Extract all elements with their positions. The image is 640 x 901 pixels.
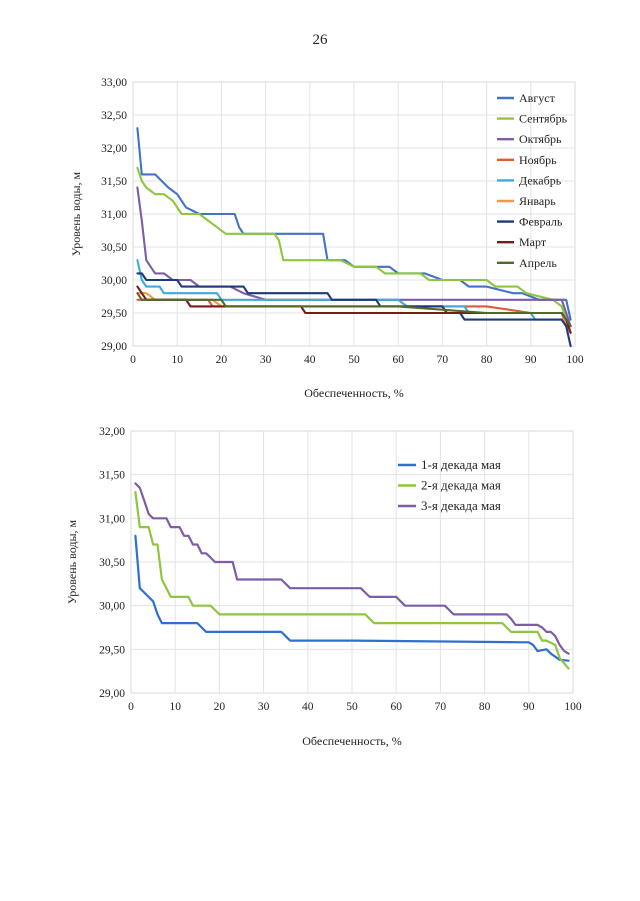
- x-tick-label: 20: [214, 701, 226, 713]
- x-tick-label: 50: [346, 701, 358, 713]
- x-tick-label: 40: [302, 701, 314, 713]
- y-tick-label: 30,50: [99, 557, 125, 569]
- x-tick-label: 100: [566, 354, 584, 366]
- y-tick-label: 30,00: [101, 275, 127, 287]
- x-tick-label: 0: [130, 354, 136, 366]
- legend-label: Август: [519, 91, 556, 105]
- y-tick-label: 32,00: [101, 143, 127, 155]
- series-line-9: [136, 292, 572, 328]
- legend-label: Октябрь: [519, 132, 562, 146]
- chart-may-decades: 0 10 20 30 40 50 60 70 80 90 100 29,00 29,50 30,00 30,…: [65, 426, 582, 748]
- y-tick-label: 32,00: [99, 426, 125, 438]
- legend-label: 1-я декада мая: [421, 457, 501, 472]
- y-tick-label: 29,00: [101, 341, 127, 353]
- x-tick-label: 30: [258, 701, 270, 713]
- series-line-7: [136, 272, 572, 348]
- x-tick-label: 10: [171, 354, 183, 366]
- x-tick-label: 90: [523, 701, 535, 713]
- x-tick-label: 60: [392, 354, 404, 366]
- legend-label: Апрель: [519, 256, 557, 270]
- y-tick-label: 29,50: [101, 308, 127, 320]
- x-tick-label: 70: [437, 354, 449, 366]
- chart-monthly-levels: 0 10 20 30 40 50 60 70 80 90 100 29,00 29,50 30,00 30,…: [69, 77, 584, 400]
- x-tick-label: 30: [260, 354, 272, 366]
- y-tick-label: 29,00: [99, 688, 125, 700]
- legend: 1-я декада мая 2-я декада мая 3-я декада м…: [398, 457, 501, 513]
- legend-label: 3-я декада мая: [421, 498, 501, 513]
- x-tick-label: 80: [479, 701, 491, 713]
- legend-label: Декабрь: [519, 173, 562, 187]
- x-tick-label: 80: [481, 354, 493, 366]
- y-tick-label: 31,00: [99, 513, 125, 525]
- legend-label: Ноябрь: [519, 153, 557, 167]
- x-tick-label: 20: [216, 354, 228, 366]
- y-axis-title: Уровень воды, м: [65, 519, 79, 604]
- page-number: 26: [312, 32, 328, 48]
- y-axis-title: Уровень воды, м: [69, 171, 83, 256]
- series-line-2: [136, 166, 572, 334]
- x-axis-title: Обеспеченность, %: [304, 386, 404, 400]
- x-axis-title: Обеспеченность, %: [302, 734, 402, 748]
- x-tick-label: 70: [435, 701, 447, 713]
- series-line-1: [134, 534, 570, 662]
- legend: Август Сентябрь Октябрь Ноябрь Декабрь Январь…: [497, 91, 568, 270]
- x-tick-label: 0: [128, 701, 134, 713]
- legend-label: Март: [519, 235, 547, 249]
- x-tick-label: 90: [525, 354, 537, 366]
- legend-label: Январь: [519, 194, 556, 208]
- y-tick-label: 31,50: [101, 176, 127, 188]
- x-tick-label: 10: [169, 701, 181, 713]
- legend-label: 2-я декада мая: [421, 478, 501, 493]
- y-tick-label: 29,50: [99, 644, 125, 656]
- legend-label: Сентябрь: [519, 112, 568, 126]
- legend-label: Февраль: [519, 215, 563, 229]
- y-tick-label: 31,50: [99, 470, 125, 482]
- y-tick-label: 30,00: [99, 601, 125, 613]
- x-tick-label: 100: [564, 701, 582, 713]
- series-line-3: [134, 482, 570, 655]
- x-tick-label: 40: [304, 354, 316, 366]
- x-tick-label: 60: [390, 701, 402, 713]
- y-tick-label: 33,00: [101, 77, 127, 89]
- x-tick-label: 50: [348, 354, 360, 366]
- series-line-2: [134, 491, 570, 670]
- y-tick-label: 31,00: [101, 209, 127, 221]
- y-tick-label: 30,50: [101, 242, 127, 254]
- y-tick-label: 32,50: [101, 110, 127, 122]
